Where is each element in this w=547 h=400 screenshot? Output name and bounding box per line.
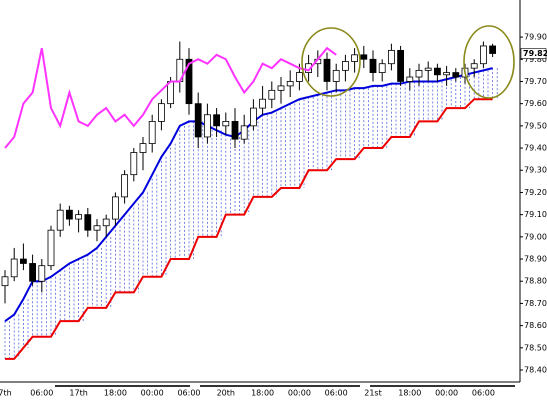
y-tick-label: 79.100 <box>524 210 547 219</box>
y-tick-label: 79.800 <box>524 55 547 64</box>
candle-body <box>194 103 202 138</box>
y-tick-label: 79.200 <box>524 188 547 197</box>
candle-body <box>259 98 267 109</box>
y-tick-label: 79.500 <box>524 121 547 130</box>
y-tick-label: 79.700 <box>524 77 547 86</box>
candle-body <box>185 58 193 105</box>
x-tick-label: 20th <box>217 389 235 398</box>
candle-body <box>231 121 239 140</box>
y-tick-label: 78.600 <box>524 321 547 330</box>
last-price-label: 79.826 <box>523 49 547 58</box>
candle-body <box>1 276 9 287</box>
y-tick-label: 78.700 <box>524 299 547 308</box>
candle-body <box>148 121 156 145</box>
x-tick-label: 18:00 <box>251 389 274 398</box>
plot-area <box>1 41 498 360</box>
candle-body <box>341 61 349 71</box>
x-tick-label: 21st <box>364 389 381 398</box>
candle-body <box>84 214 92 231</box>
y-tick-label: 78.400 <box>524 366 547 375</box>
candle-body <box>378 63 386 73</box>
y-tick-label: 79.600 <box>524 99 547 108</box>
highlight-circle <box>301 27 361 97</box>
candle-body <box>139 143 147 153</box>
x-tick-label: 06:00 <box>30 389 53 398</box>
candle-body <box>222 121 230 127</box>
candle-body <box>470 63 478 69</box>
candle-body <box>66 209 73 220</box>
x-tick-label: 7th <box>0 389 12 398</box>
x-tick-label: 00:00 <box>435 389 458 398</box>
candle-body <box>47 229 55 267</box>
candle-body <box>157 103 165 122</box>
y-tick-label: 79.300 <box>524 166 547 175</box>
x-tick-label: 06:00 <box>472 389 495 398</box>
y-tick-label: 79.400 <box>524 144 547 153</box>
candle-body <box>56 209 64 231</box>
candle-body <box>424 67 432 71</box>
x-tick-label: 18:00 <box>398 389 421 398</box>
y-tick-label: 79.900 <box>524 33 547 42</box>
candle-body <box>213 114 221 127</box>
candle-body <box>38 265 46 282</box>
candle-body <box>323 58 331 82</box>
candle-body <box>479 45 487 65</box>
candle-body <box>19 258 27 264</box>
candle-body <box>397 49 405 82</box>
candle-body <box>268 89 276 100</box>
candle-body <box>112 196 119 220</box>
candle-body <box>277 85 285 91</box>
candle-body <box>102 218 110 227</box>
x-tick-label: 18:00 <box>104 389 127 398</box>
candle-body <box>29 263 37 282</box>
candle-body <box>415 69 423 78</box>
x-tick-label: 06:00 <box>325 389 348 398</box>
candle-body <box>332 69 340 82</box>
x-tick-label: 00:00 <box>288 389 311 398</box>
candle-body <box>443 72 451 76</box>
candle-body <box>406 76 414 82</box>
candle-body <box>240 125 248 140</box>
candle-body <box>452 72 460 78</box>
candle-body <box>351 54 359 62</box>
candle-body <box>433 67 441 76</box>
candle-body <box>75 214 82 220</box>
x-tick-label: 17th <box>69 389 87 398</box>
candle-body <box>249 107 257 127</box>
y-tick-label: 78.900 <box>524 255 547 264</box>
candle-body <box>489 45 497 54</box>
candle-body <box>203 114 211 138</box>
candle-body <box>360 54 368 60</box>
series-line <box>4 46 337 149</box>
candle-body <box>93 225 101 231</box>
x-tick-label: 06:00 <box>177 389 200 398</box>
highlight-circle <box>463 25 515 99</box>
last-price-box <box>520 48 547 59</box>
candle-body <box>295 72 303 82</box>
candle-body <box>387 49 395 65</box>
y-tick-label: 78.500 <box>524 343 547 352</box>
candle-body <box>369 58 377 73</box>
y-tick-label: 78.800 <box>524 277 547 286</box>
series-line <box>5 98 493 360</box>
candle-body <box>286 81 294 87</box>
y-tick-label: 79.000 <box>524 232 547 241</box>
candle-body <box>121 174 128 198</box>
x-tick-label: 00:00 <box>141 389 164 398</box>
candle-body <box>130 152 138 176</box>
candle-body <box>10 258 18 278</box>
